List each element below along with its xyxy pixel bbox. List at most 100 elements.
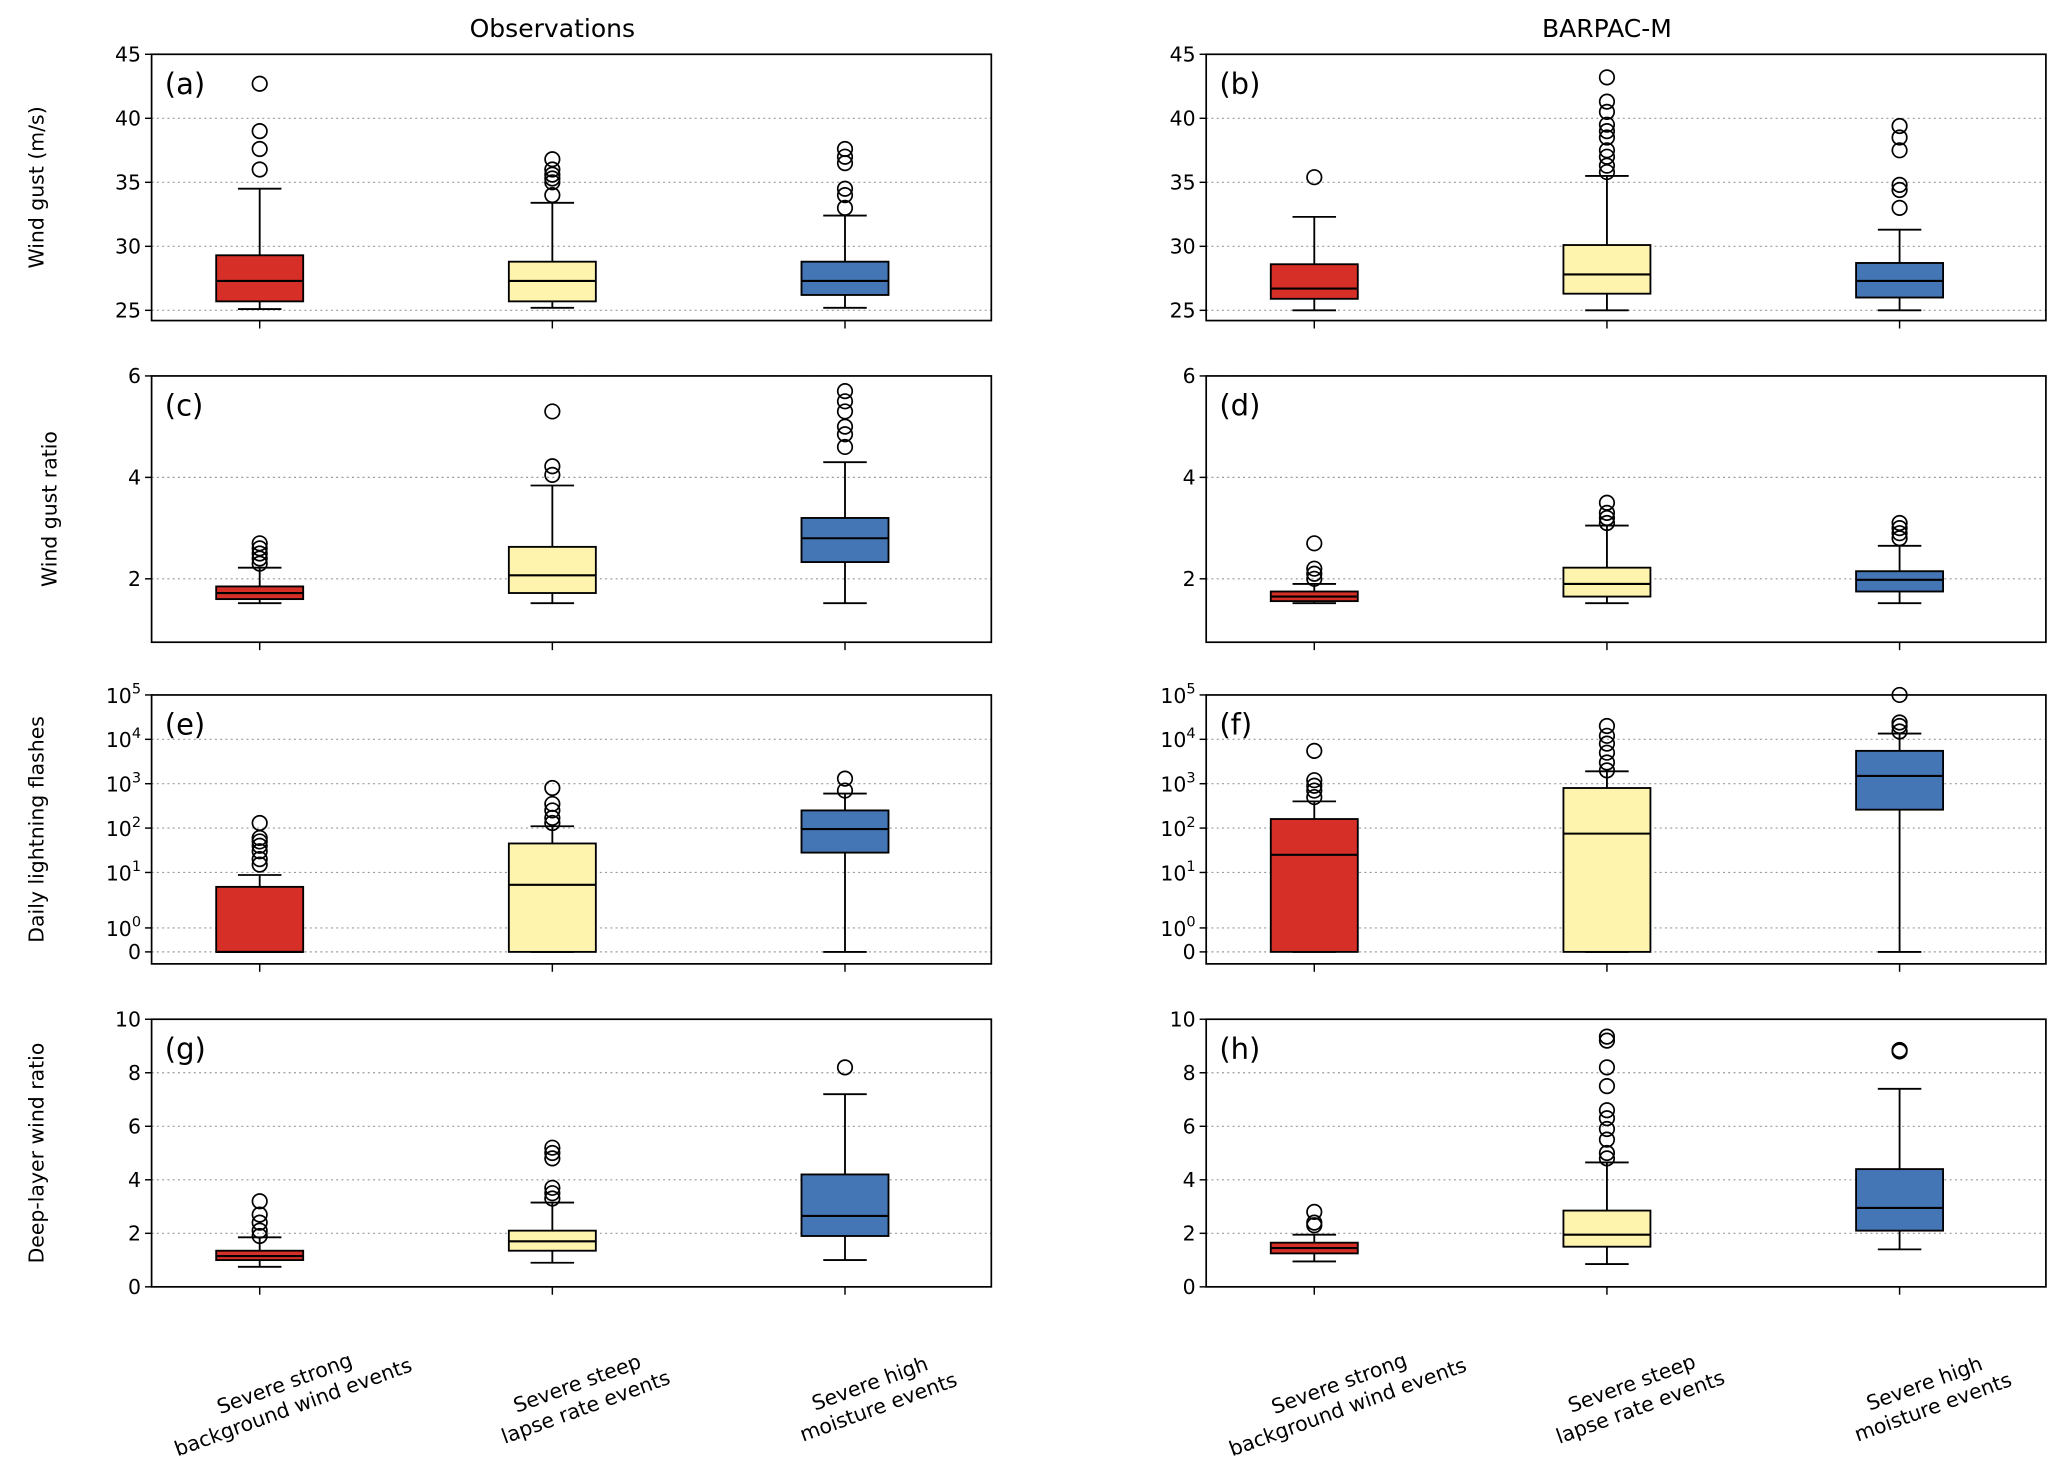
box-1 (507, 779, 597, 972)
panel-label: (c) (165, 388, 204, 422)
outlier-point (1306, 565, 1323, 582)
panel-label: (b) (1219, 67, 1260, 101)
x-category-label: Severe highmoisture events (788, 1344, 960, 1447)
y-tick-label: 30 (115, 235, 141, 259)
outlier-point (1598, 122, 1616, 140)
outlier-point (544, 187, 561, 204)
iqr-box (1269, 263, 1359, 300)
outlier-point (544, 170, 561, 187)
box-1 (1562, 69, 1652, 329)
y-tick-label: 30 (1170, 235, 1196, 259)
iqr-box (1855, 1168, 1945, 1232)
y-tick-label: 8 (128, 1061, 141, 1085)
y-tick-label: 101 (106, 859, 141, 885)
outlier-point (544, 458, 561, 475)
y-tick-label: 40 (115, 107, 141, 131)
outlier-point (1598, 514, 1616, 532)
axes-frame (1205, 694, 2047, 965)
outlier-point (544, 1190, 561, 1207)
y-tick-label: 6 (1183, 364, 1196, 388)
outlier-point (1306, 169, 1323, 186)
box-2 (800, 1059, 890, 1295)
outlier-point (836, 426, 854, 443)
axes-frame (150, 1018, 993, 1288)
outlier-point (836, 438, 854, 456)
outlier-point (1598, 1028, 1616, 1045)
outlier-point (544, 1139, 561, 1156)
outlier-point (1598, 494, 1616, 511)
outlier-point (544, 779, 561, 797)
y-tick-label: 0 (128, 1275, 141, 1299)
outlier-point (251, 75, 268, 92)
outlier-point (836, 403, 854, 420)
outlier-point (1891, 199, 1908, 217)
outlier-point (251, 856, 268, 873)
panel-b: 25 30 35 40 45 (b) (1170, 43, 2047, 329)
outlier-point (1598, 744, 1616, 761)
y-tick-label: 40 (1170, 107, 1196, 131)
y-tick-label: 6 (128, 1115, 141, 1139)
outlier-point (1891, 714, 1908, 731)
outlier-point (251, 1193, 268, 1210)
axes-frame (150, 375, 993, 644)
y-tick-label: 6 (128, 364, 141, 388)
outlier-point (544, 1144, 561, 1162)
outlier-point (1598, 717, 1616, 735)
y-axis-label: Daily lightning flashes (25, 716, 49, 943)
box-2 (1855, 514, 1945, 651)
outlier-point (1891, 117, 1908, 135)
box-0 (215, 1193, 305, 1295)
outlier-point (251, 140, 268, 158)
iqr-box (800, 1173, 890, 1237)
outlier-point (1306, 570, 1323, 587)
y-tick-label: 105 (106, 682, 141, 708)
outlier-point (1891, 176, 1908, 193)
box-1 (1562, 1028, 1652, 1295)
iqr-box (215, 254, 305, 303)
y-tick-label: 4 (128, 1168, 141, 1192)
box-0 (1269, 742, 1359, 972)
outlier-point (544, 166, 561, 183)
box-0 (1269, 169, 1359, 329)
panel-g: 0 2 4 6 8 10 (g) Deep-layer wind ratio Severe st… (25, 1007, 993, 1461)
outlier-point (1598, 1120, 1616, 1138)
outlier-point (836, 199, 854, 217)
y-tick-label: 4 (128, 466, 141, 490)
outlier-point (1891, 181, 1908, 199)
axes-frame (1205, 53, 2047, 322)
outlier-point (251, 1227, 268, 1245)
y-tick-label: 35 (1170, 171, 1196, 195)
y-tick-label: 10 (1170, 1007, 1196, 1031)
outlier-point (544, 1150, 561, 1167)
outlier-point (1598, 157, 1616, 174)
outlier-point (1598, 754, 1616, 771)
y-tick-label: 102 (106, 815, 141, 841)
outlier-point (1598, 1102, 1616, 1119)
outlier-point (544, 161, 561, 178)
outlier-point (836, 782, 854, 799)
y-tick-label: 2 (1183, 567, 1196, 591)
y-tick-label: 4 (1183, 466, 1196, 490)
outlier-point (1598, 93, 1616, 110)
outlier-point (1598, 1131, 1616, 1148)
outlier-point (1598, 504, 1616, 521)
y-tick-label: 0 (1183, 1275, 1196, 1299)
outlier-point (1306, 777, 1323, 794)
outlier-point (1598, 1059, 1616, 1076)
outlier-point (1891, 525, 1908, 542)
x-category-label: Severe steeplapse rate events (1544, 1342, 1728, 1449)
outlier-point (251, 850, 268, 868)
x-category-label: Severe highmoisture events (1843, 1344, 2015, 1447)
outlier-point (1891, 129, 1908, 146)
y-tick-label: 2 (1183, 1222, 1196, 1246)
outlier-point (251, 814, 268, 832)
outlier-point (544, 1185, 561, 1202)
y-tick-label: 103 (106, 770, 141, 796)
iqr-box (215, 885, 305, 953)
y-tick-label: 0 (128, 940, 141, 964)
outlier-point (544, 151, 561, 168)
iqr-box (1562, 244, 1652, 295)
outlier-point (1598, 1110, 1616, 1127)
outlier-point (1306, 560, 1323, 577)
